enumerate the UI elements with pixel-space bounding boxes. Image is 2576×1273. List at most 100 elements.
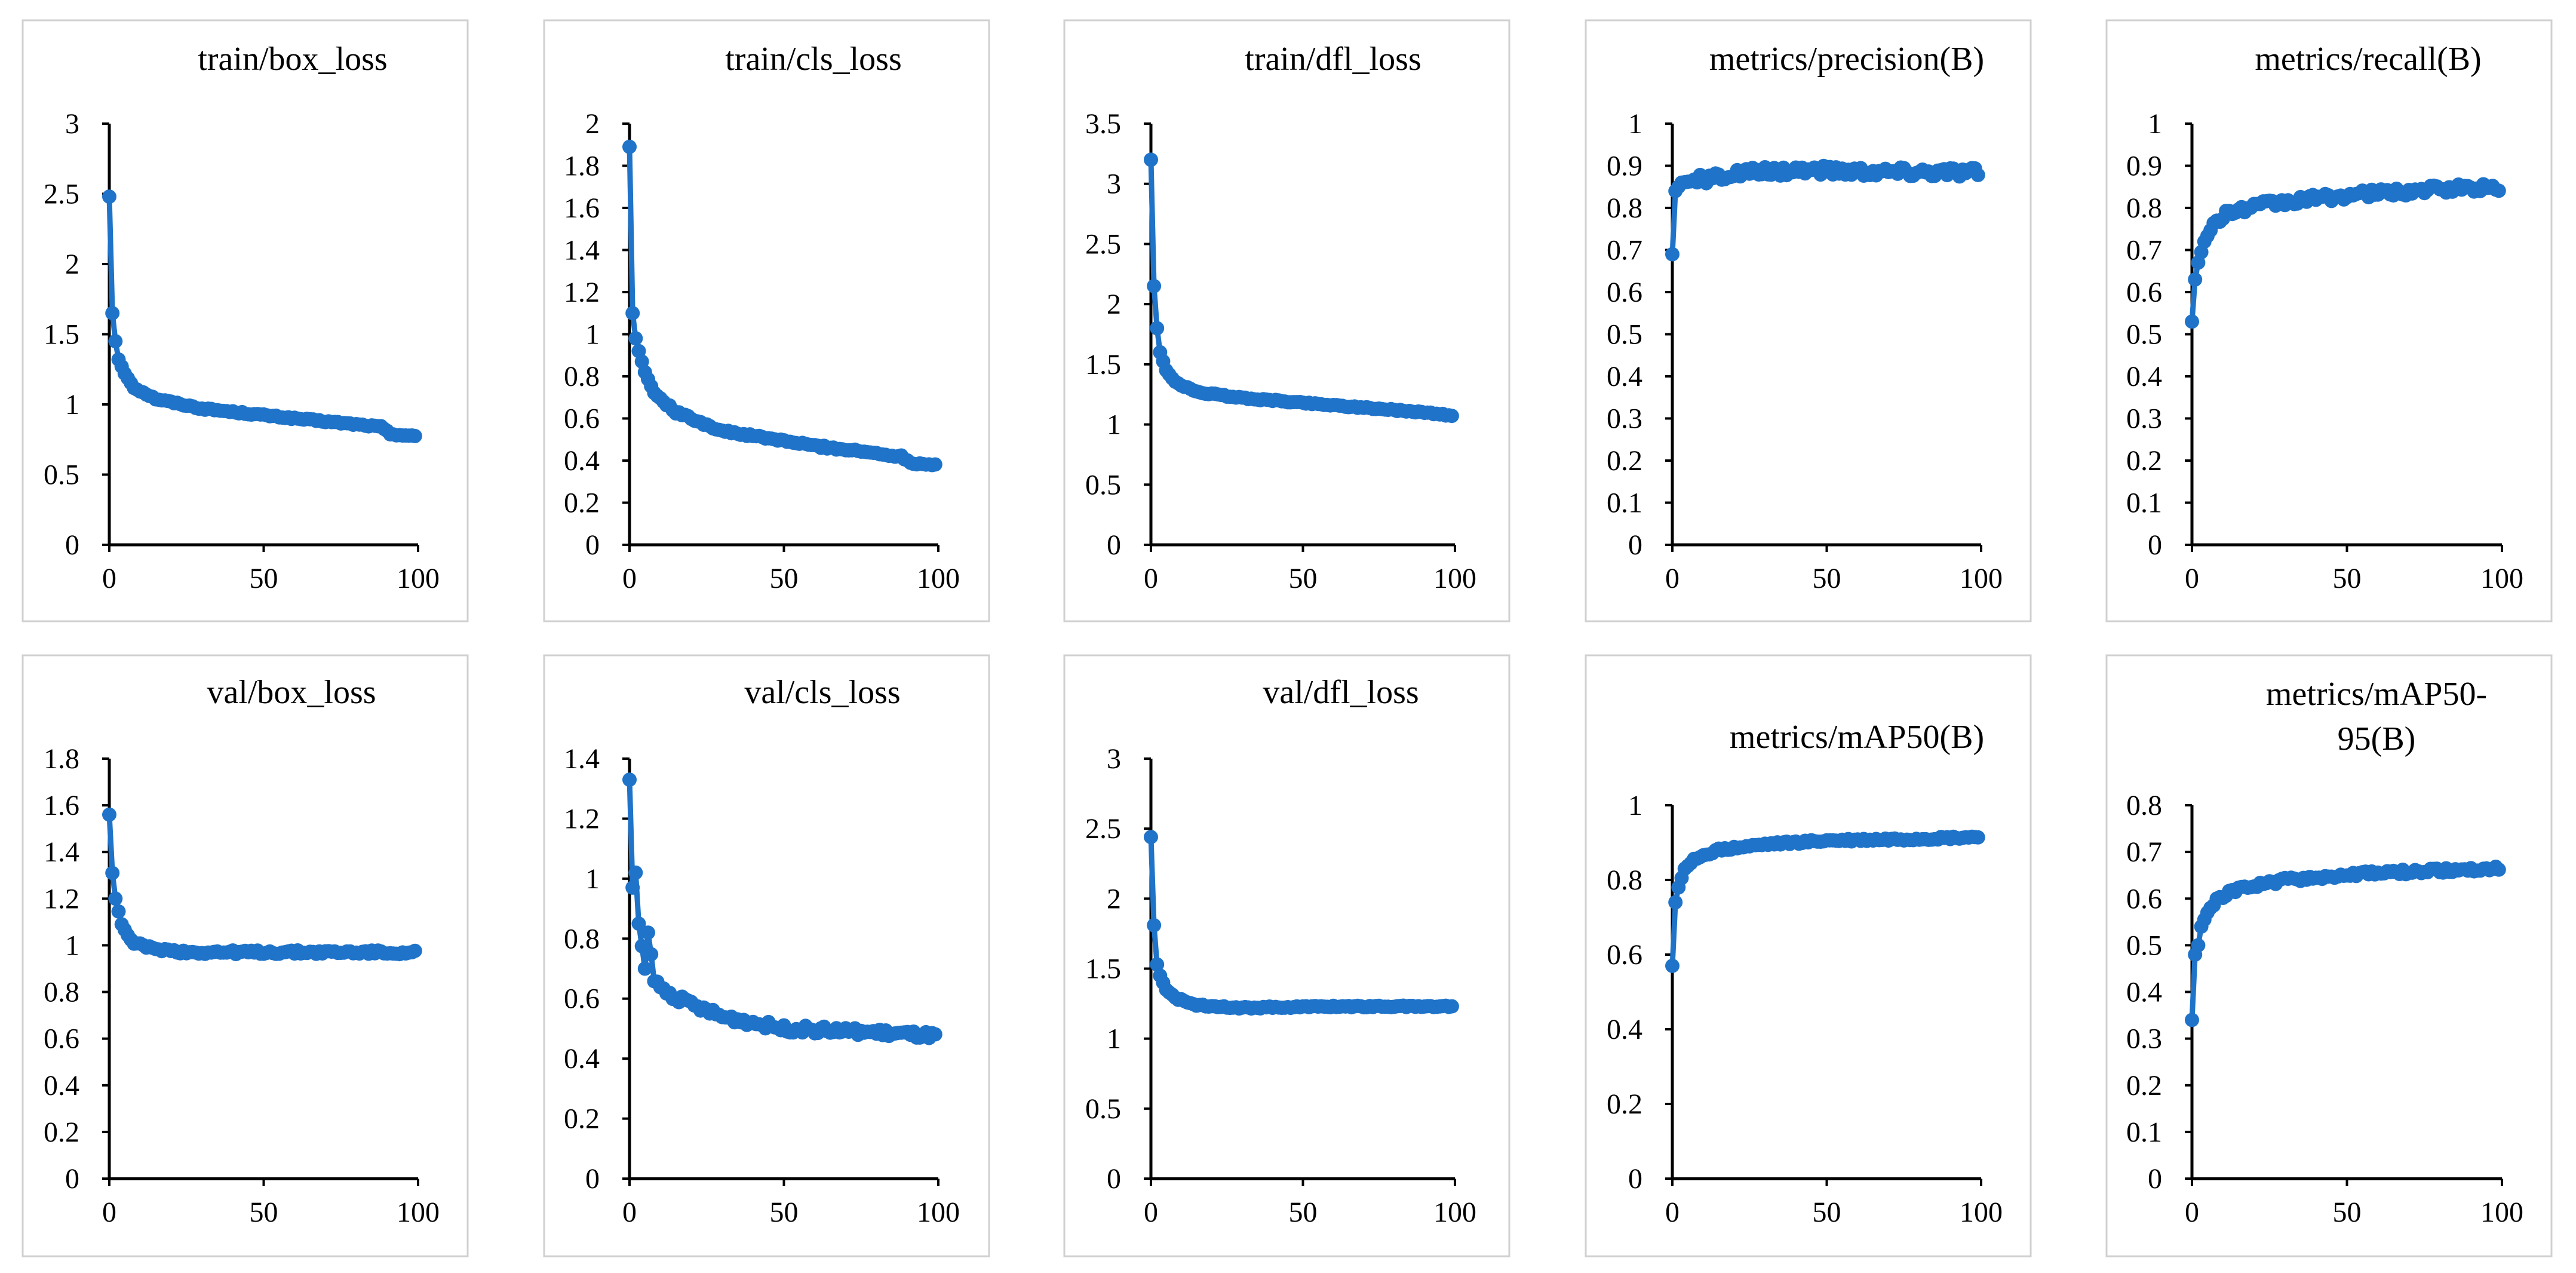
data-point [1970, 830, 1985, 845]
y-tick-label: 1.4 [44, 836, 79, 868]
x-tick-label: 50 [250, 563, 278, 594]
chart-panel-4: metrics/precision(B) 0 0.1 0.2 0.3 0.4 0.5 0.6 0… [1585, 19, 2032, 622]
panel-frame [543, 654, 990, 1257]
data-point [634, 938, 649, 953]
x-tick-label: 50 [770, 563, 799, 594]
y-tick-label: 3 [65, 108, 79, 140]
y-tick-label: 0.7 [1607, 235, 1642, 266]
x-tick-label: 100 [397, 563, 440, 594]
x-tick-label: 50 [1813, 563, 1841, 594]
y-tick-label: 3 [1107, 168, 1121, 200]
y-tick-label: 0.6 [2126, 277, 2162, 308]
y-tick-label: 0.8 [1607, 192, 1642, 224]
y-tick-label: 1 [65, 389, 79, 421]
y-tick-label: 2 [1107, 289, 1121, 320]
data-point [111, 904, 126, 919]
y-tick-label: 0.4 [564, 1043, 600, 1075]
chart-title: metrics/precision(B) [1709, 41, 1984, 78]
x-tick-label: 0 [1665, 1197, 1680, 1228]
x-tick-label: 50 [1813, 1197, 1841, 1228]
y-tick-label: 2.5 [44, 179, 79, 210]
y-tick-label: 0.6 [1607, 277, 1642, 308]
y-tick-label: 0.4 [1607, 361, 1642, 392]
y-tick-label: 0.8 [2126, 192, 2162, 224]
data-point [1665, 958, 1680, 973]
data-point [644, 947, 659, 962]
chart-title: metrics/mAP50(B) [1730, 719, 1984, 756]
data-point [622, 139, 637, 154]
x-tick-label: 100 [1433, 563, 1476, 594]
y-tick-label: 0.3 [2126, 403, 2162, 435]
y-tick-label: 0.8 [2126, 790, 2162, 821]
y-tick-label: 0.3 [2126, 1023, 2162, 1055]
y-tick-label: 0.5 [1607, 319, 1642, 351]
chart-panel-9: metrics/mAP50(B) 0 0.2 0.4 0.6 0.8 1 0 50 100 [1585, 654, 2032, 1257]
y-tick-label: 0.1 [2126, 487, 2162, 519]
y-tick-label: 0.6 [564, 403, 600, 435]
y-tick-label: 2.5 [1085, 228, 1121, 260]
y-tick-label: 1.8 [44, 743, 79, 775]
x-tick-label: 50 [250, 1197, 278, 1228]
x-tick-label: 100 [2480, 1197, 2523, 1228]
x-tick-label: 100 [2480, 563, 2523, 594]
chart-panel-5: metrics/recall(B) 0 0.1 0.2 0.3 0.4 0.5 0.6 0.7 0… [2105, 19, 2553, 622]
y-tick-label: 0 [2148, 529, 2162, 561]
x-tick-label: 100 [1960, 1197, 2003, 1228]
y-tick-label: 1 [65, 930, 79, 961]
data-point [928, 1027, 942, 1042]
y-tick-label: 0.4 [2126, 977, 2162, 1008]
data-point [2491, 862, 2506, 877]
x-tick-label: 0 [102, 563, 116, 594]
y-tick-label: 0.2 [564, 487, 600, 519]
y-tick-label: 0.1 [1607, 487, 1642, 519]
y-tick-label: 0 [1107, 529, 1121, 561]
panel-frame [1585, 654, 2032, 1257]
x-tick-label: 50 [2333, 1197, 2362, 1228]
y-tick-label: 0.5 [44, 459, 79, 491]
x-tick-label: 0 [622, 1197, 637, 1228]
panel-frame [22, 19, 469, 622]
y-tick-label: 1 [1628, 108, 1642, 140]
panel-frame [1585, 19, 2032, 622]
y-tick-label: 0.7 [2126, 836, 2162, 868]
y-tick-label: 0.2 [44, 1116, 79, 1148]
y-tick-label: 2 [585, 108, 600, 140]
y-tick-label: 0.5 [1085, 469, 1121, 501]
y-tick-label: 0.4 [564, 445, 600, 477]
y-tick-label: 0.3 [1607, 403, 1642, 435]
x-tick-label: 50 [1289, 1197, 1318, 1228]
x-tick-label: 0 [1144, 563, 1158, 594]
y-tick-label: 0.5 [2126, 319, 2162, 351]
y-tick-label: 0.4 [1607, 1014, 1642, 1045]
y-tick-label: 0.8 [44, 977, 79, 1008]
x-tick-label: 100 [1433, 1197, 1476, 1228]
y-tick-label: 1 [585, 863, 600, 895]
y-tick-label: 0.2 [564, 1103, 600, 1135]
data-point [641, 925, 655, 940]
chart-panel-1: train/box_loss 0 0.5 1 1.5 2 2.5 3 0 50 100 [22, 19, 469, 622]
y-tick-label: 3.5 [1085, 108, 1121, 140]
data-point [928, 457, 942, 472]
y-tick-label: 1.6 [44, 790, 79, 821]
y-tick-label: 1.2 [564, 277, 600, 308]
data-point [105, 866, 120, 881]
data-point [407, 428, 422, 443]
data-point [1150, 321, 1165, 336]
y-tick-label: 0.8 [564, 923, 600, 955]
x-tick-label: 0 [622, 563, 637, 594]
data-point [2185, 1013, 2199, 1027]
y-tick-label: 0.4 [2126, 361, 2162, 392]
y-tick-label: 1.2 [564, 803, 600, 835]
data-point [102, 807, 116, 822]
x-tick-label: 0 [102, 1197, 116, 1228]
y-tick-label: 0 [585, 529, 600, 561]
data-point [628, 865, 643, 880]
y-tick-label: 1 [2148, 108, 2162, 140]
chart-panel-8: val/dfl_loss 0 0.5 1 1.5 2 2.5 3 0 50 100 [1063, 654, 1510, 1257]
panel-frame [1063, 19, 1510, 622]
y-tick-label: 0 [585, 1163, 600, 1195]
chart-title: metrics/mAP50- [2266, 676, 2487, 713]
y-tick-label: 0.5 [1085, 1093, 1121, 1125]
data-point [1147, 278, 1162, 293]
chart-panel-6: val/box_loss 0 0.2 0.4 0.6 0.8 1 1.2 1.4 1.6 1.8 0 5… [22, 654, 469, 1257]
